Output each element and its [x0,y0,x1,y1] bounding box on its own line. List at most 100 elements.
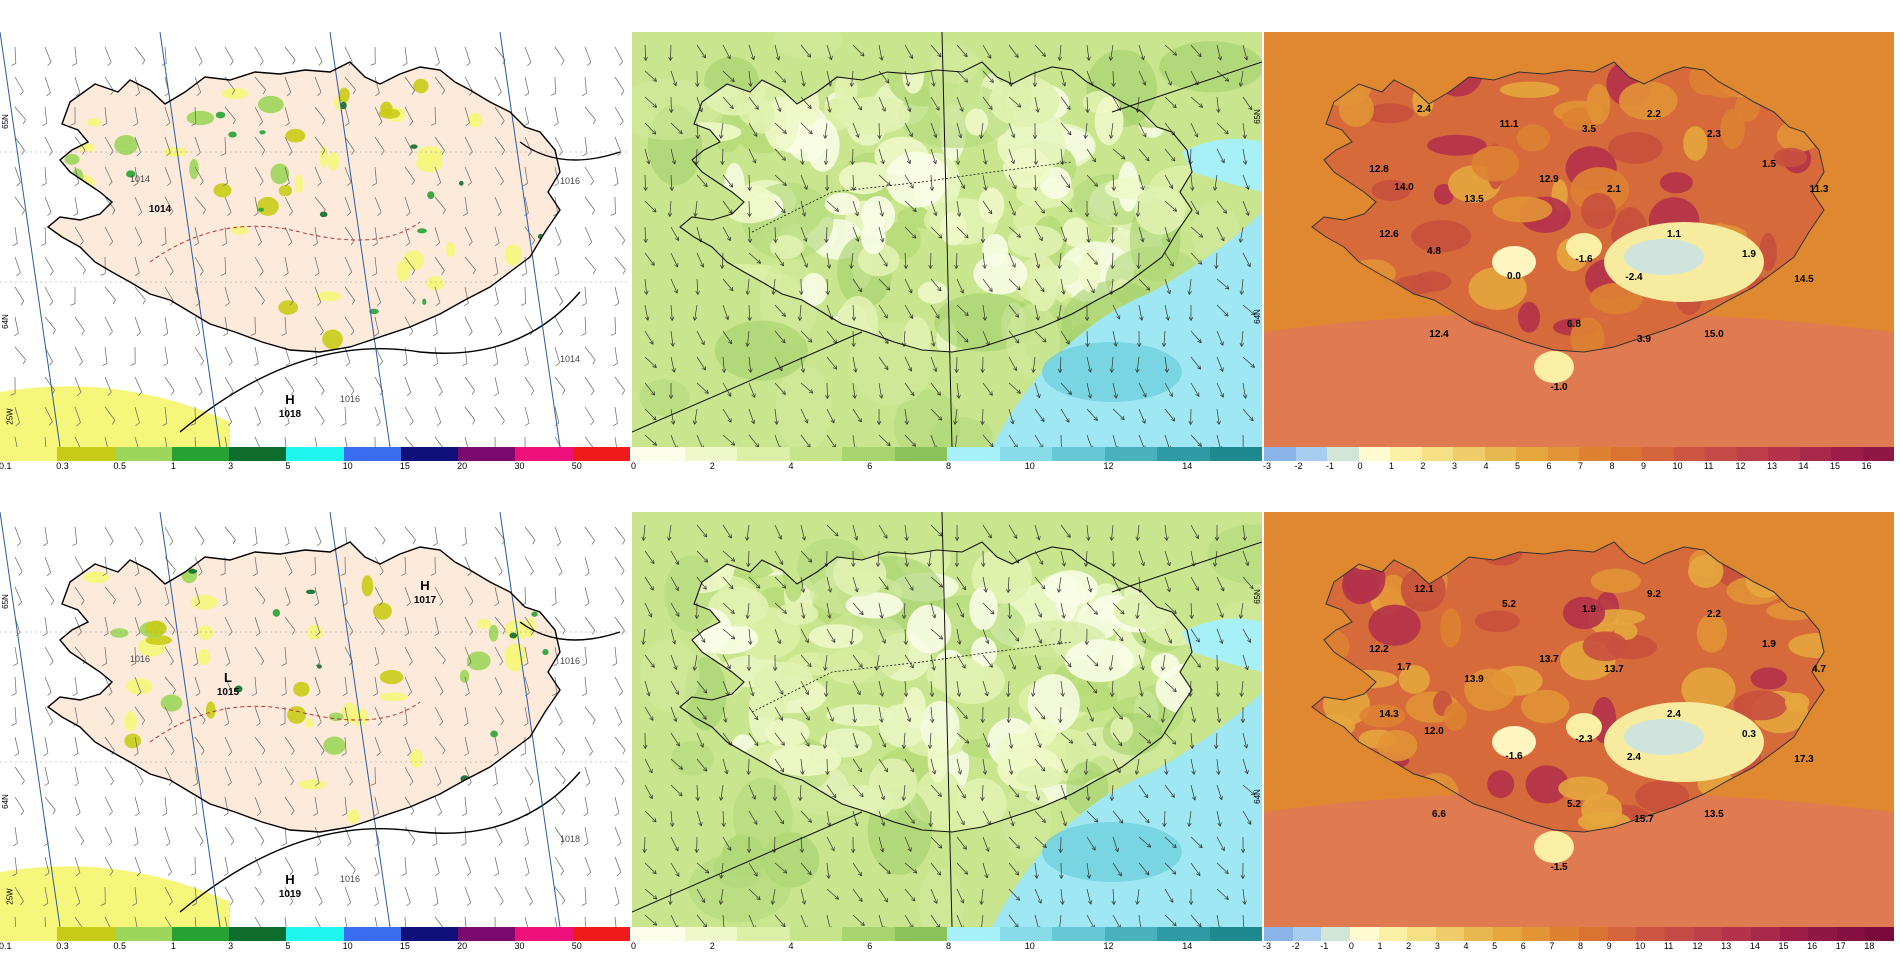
isobar-label: 1018 [560,834,580,844]
legend-swatch [1665,927,1694,941]
temperature-value: 17.3 [1794,754,1814,765]
panel-header [1264,494,1894,512]
legend-swatch [0,447,57,461]
legend-tick-label: 12 [1104,461,1114,471]
legend-swatch [286,447,343,461]
legend-swatch [1611,447,1643,461]
legend-swatch [1550,927,1579,941]
legend-swatch [685,447,738,461]
isobar-label: 1016 [560,176,580,186]
pressure-value: 1017 [414,595,437,606]
temperature-value: 12.2 [1369,644,1389,655]
legend-tick-label: 15 [400,461,410,471]
legend-tick-label: 10 [1025,461,1035,471]
legend-tick-label: 10 [1673,461,1683,471]
temperature-value: 2.1 [1607,184,1621,195]
color-legend [0,927,630,941]
temperature-value: 15.7 [1634,814,1654,825]
graticule-label: 64N [1253,309,1262,324]
legend-swatch [1296,447,1328,461]
map-canvas [632,32,1262,447]
pressure-value: 1014 [149,204,172,215]
legend-swatch [401,927,458,941]
temperature-value: -2.4 [1625,272,1643,283]
legend-swatch [632,447,685,461]
high-pressure-symbol: H [420,578,429,593]
temperature-value: 14.3 [1379,709,1399,720]
legend-swatch [1522,927,1551,941]
legend-swatch [1608,927,1637,941]
legend-swatch [895,447,948,461]
temperature-value: 12.8 [1369,164,1389,175]
legend-swatch [1210,927,1263,941]
legend-tick-label: 3 [1452,461,1457,471]
temperature-value: -1.6 [1575,254,1593,265]
legend-swatch [1264,447,1296,461]
temperature-value: 15.0 [1704,329,1724,340]
graticule-label: 65N [1253,109,1262,124]
legend-swatch [515,927,572,941]
temperature-value: 13.5 [1704,809,1724,820]
legend-swatch [458,447,515,461]
legend-swatch [737,447,790,461]
legend-tick-label: 0.5 [114,461,127,471]
legend-tick-label: 6 [867,461,872,471]
legend-swatch [947,447,1000,461]
legend-swatch [57,447,114,461]
temperature-value: 3.9 [1637,334,1651,345]
legend-swatch [573,447,630,461]
legend-swatch [1863,447,1895,461]
legend-swatch [790,447,843,461]
legend-tick-label: 13 [1767,461,1777,471]
legend-swatch [790,927,843,941]
legend-tick-label: 14 [1182,461,1192,471]
temperature-value: 13.7 [1539,654,1559,665]
temperature-value: 0.3 [1742,729,1756,740]
isobar-label: 1016 [340,874,360,884]
legend-swatch [515,447,572,461]
legend-tick-label: 8 [1610,461,1615,471]
legend-swatch [344,927,401,941]
legend-swatch [685,927,738,941]
color-legend [632,927,1262,941]
graticule-label: 25W [6,888,15,904]
isobar-label: 1014 [560,354,580,364]
legend-swatch [286,927,343,941]
legend-tick-label: 0.1 [0,461,12,471]
legend-swatch [458,927,515,941]
temperature-value: 1.9 [1582,604,1596,615]
temperature-value: 3.5 [1582,124,1596,135]
color-legend [0,447,630,461]
panel-header [632,494,1262,512]
temperature-value: 1.9 [1742,249,1756,260]
panel-header [1264,14,1894,32]
legend-swatch [172,447,229,461]
legend-swatch [1390,447,1422,461]
legend-swatch [344,447,401,461]
legend-swatch [229,447,286,461]
legend-tick-label: -2 [1295,461,1303,471]
legend-swatch [1579,927,1608,941]
temperature-value: 2.3 [1707,129,1721,140]
legend-swatch [1800,447,1832,461]
temperature-value: 0.0 [1507,271,1521,282]
legend-tick-label: 9 [1641,461,1646,471]
legend-swatch [1837,927,1866,941]
legend-tick-label: 1 [1389,461,1394,471]
legend-swatch [632,927,685,941]
temperature-value: 4.7 [1812,664,1826,675]
legend-swatch [1493,927,1522,941]
legend-swatch [1831,447,1863,461]
temperature-value: 2.4 [1417,104,1431,115]
legend-tick-label: 0 [1358,461,1363,471]
temperature-value: 12.1 [1414,584,1434,595]
legend-swatch [57,927,114,941]
legend-swatch [1379,927,1408,941]
temperature-value: 11.1 [1500,119,1519,130]
legend-tick-label: -1 [1326,461,1334,471]
